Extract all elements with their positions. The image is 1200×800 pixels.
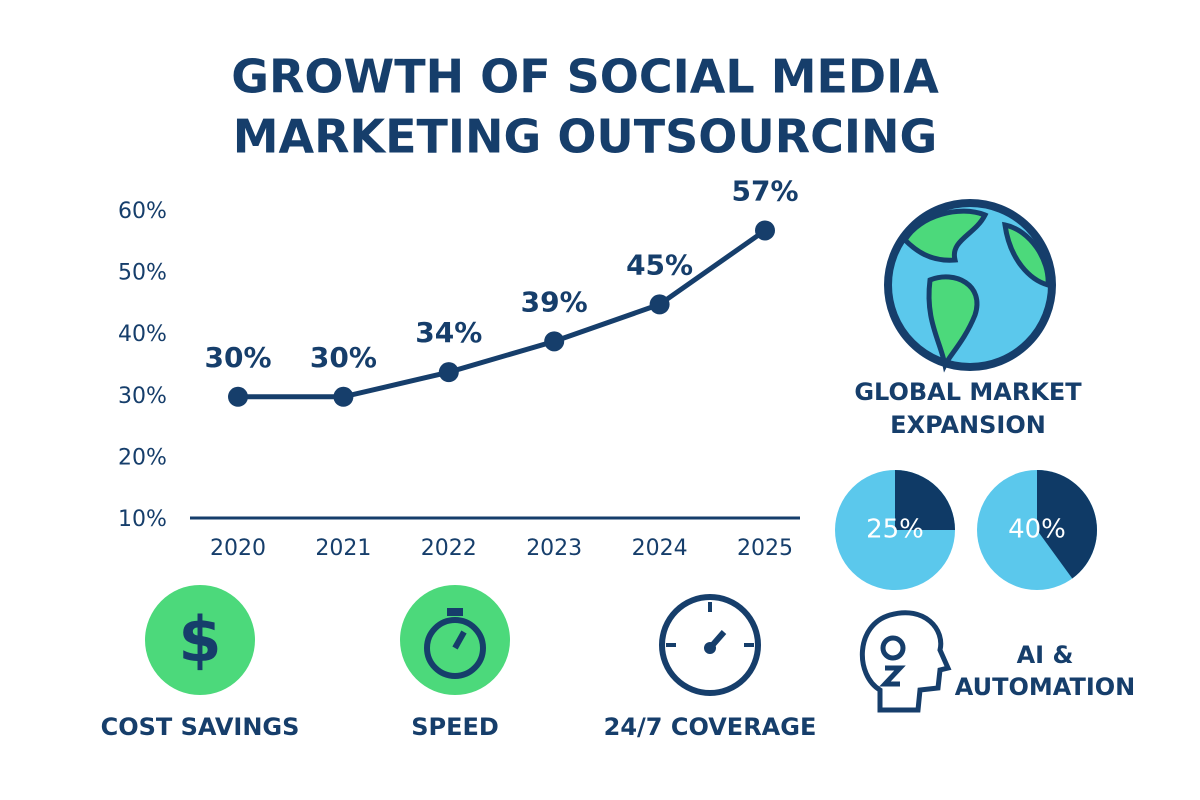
y-tick-label: 60% bbox=[118, 199, 167, 224]
point bbox=[755, 220, 775, 241]
pie-label: 40% bbox=[1008, 515, 1066, 545]
stopwatch-icon bbox=[400, 585, 510, 695]
pie-label: 25% bbox=[866, 515, 924, 545]
value-label: 30% bbox=[204, 341, 271, 374]
x-tick-label: 2023 bbox=[526, 536, 582, 561]
x-tick-label: 2022 bbox=[421, 536, 477, 561]
value-label: 57% bbox=[731, 174, 798, 207]
point bbox=[438, 362, 459, 383]
title-line: MARKETING OUTSOURCING bbox=[233, 110, 938, 164]
y-tick-label: 10% bbox=[118, 507, 167, 532]
x-tick-label: 2024 bbox=[632, 536, 688, 561]
feature-label: AUTOMATION bbox=[955, 673, 1135, 701]
x-tick-label: 2021 bbox=[315, 536, 371, 561]
value-label: 45% bbox=[626, 248, 693, 281]
feature-label: GLOBAL MARKET bbox=[854, 378, 1082, 406]
x-tick-label: 2025 bbox=[737, 536, 793, 561]
feature-label: COST SAVINGS bbox=[101, 713, 300, 741]
y-tick-label: 50% bbox=[118, 261, 167, 286]
globe-icon bbox=[884, 199, 1056, 373]
clock-icon bbox=[659, 594, 761, 696]
ai-head-icon bbox=[859, 610, 952, 713]
pie-slice bbox=[895, 470, 955, 530]
value-label: 34% bbox=[415, 316, 482, 349]
feature-label: EXPANSION bbox=[890, 411, 1046, 439]
point bbox=[649, 294, 670, 315]
feature-label: 24/7 COVERAGE bbox=[604, 713, 817, 741]
pie-slice bbox=[1037, 470, 1097, 579]
point bbox=[228, 386, 248, 407]
x-tick-label: 2020 bbox=[210, 536, 266, 561]
title-line: GROWTH OF SOCIAL MEDIA bbox=[231, 50, 939, 104]
point bbox=[333, 386, 354, 407]
dollar-icon: $ bbox=[178, 603, 221, 676]
y-tick-label: 30% bbox=[118, 384, 167, 409]
cost-icon bbox=[145, 585, 255, 695]
point bbox=[544, 331, 565, 352]
feature-label: AI & bbox=[1017, 641, 1074, 669]
value-label: 39% bbox=[521, 285, 588, 318]
y-tick-label: 20% bbox=[118, 445, 167, 470]
y-tick-label: 40% bbox=[118, 322, 167, 347]
feature-label: SPEED bbox=[411, 713, 499, 741]
line bbox=[238, 228, 767, 400]
value-label: 30% bbox=[310, 341, 377, 374]
